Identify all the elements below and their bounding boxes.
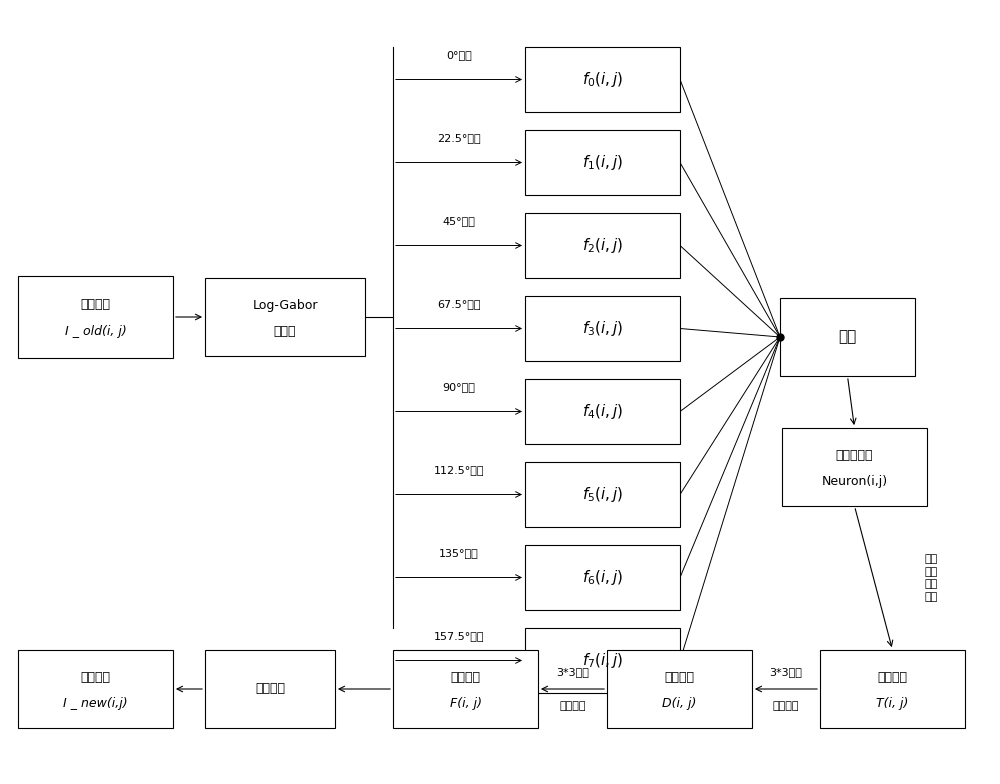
Bar [607, 650, 752, 728]
Text: 3*3模板: 3*3模板 [770, 666, 802, 677]
Text: 结果图像: 结果图像 [80, 671, 110, 684]
Text: 67.5°滤波: 67.5°滤波 [437, 299, 481, 309]
Text: 灰度映射: 灰度映射 [255, 683, 285, 695]
Text: 点阵神经元: 点阵神经元 [836, 448, 873, 462]
Text: $f_4(i,j)$: $f_4(i,j)$ [582, 402, 623, 421]
Text: $f_6(i,j)$: $f_6(i,j)$ [582, 568, 623, 587]
Text: 加和: 加和 [838, 329, 857, 344]
Bar [525, 545, 680, 610]
Bar [782, 428, 927, 506]
Bar [18, 650, 173, 728]
Text: 157.5°滤波: 157.5°滤波 [434, 631, 484, 641]
Text: $f_2(i,j)$: $f_2(i,j)$ [582, 236, 623, 255]
Text: 方差矩阵: 方差矩阵 [664, 671, 694, 684]
Text: 135°滤波: 135°滤波 [439, 548, 479, 558]
Text: Neuron(i,j): Neuron(i,j) [821, 474, 888, 488]
Bar [820, 650, 965, 728]
Bar [205, 650, 335, 728]
Text: $f_7(i,j)$: $f_7(i,j)$ [582, 651, 623, 670]
Text: 边缘矩阵: 边缘矩阵 [450, 671, 480, 684]
Bar [525, 130, 680, 195]
Text: 记录
首次
放电
时间: 记录 首次 放电 时间 [925, 554, 938, 601]
Text: 45°滤波: 45°滤波 [443, 216, 475, 226]
Bar [780, 298, 915, 376]
Text: I _ old(i, j): I _ old(i, j) [65, 325, 126, 338]
Text: 22.5°滤波: 22.5°滤波 [437, 133, 481, 143]
Text: T(i, j): T(i, j) [876, 696, 909, 710]
Text: 90°滤波: 90°滤波 [443, 382, 475, 392]
Text: 滤波器: 滤波器 [274, 325, 296, 338]
Bar [525, 296, 680, 361]
Bar [205, 278, 365, 356]
Text: F(i, j): F(i, j) [450, 696, 482, 710]
Text: Log-Gabor: Log-Gabor [252, 299, 318, 312]
Text: 时间矩阵: 时间矩阵 [878, 671, 908, 684]
Text: 0°滤波: 0°滤波 [446, 50, 472, 60]
Bar [525, 462, 680, 527]
Text: $f_5(i,j)$: $f_5(i,j)$ [582, 485, 623, 504]
Bar [18, 276, 173, 358]
Bar [525, 628, 680, 693]
Text: $f_1(i,j)$: $f_1(i,j)$ [582, 153, 623, 172]
Bar [393, 650, 538, 728]
Text: $f_0(i,j)$: $f_0(i,j)$ [582, 70, 623, 89]
Text: $f_3(i,j)$: $f_3(i,j)$ [582, 319, 623, 338]
Text: 侧向抑制: 侧向抑制 [559, 701, 586, 711]
Bar [525, 213, 680, 278]
Text: 112.5°滤波: 112.5°滤波 [434, 465, 484, 475]
Text: 原始图像: 原始图像 [80, 298, 110, 311]
Text: I _ new(i,j): I _ new(i,j) [63, 696, 128, 710]
Bar [525, 379, 680, 444]
Text: 3*3模板: 3*3模板 [556, 666, 589, 677]
Text: D(i, j): D(i, j) [662, 696, 697, 710]
Text: 时序排列: 时序排列 [773, 701, 799, 711]
Bar [525, 47, 680, 112]
